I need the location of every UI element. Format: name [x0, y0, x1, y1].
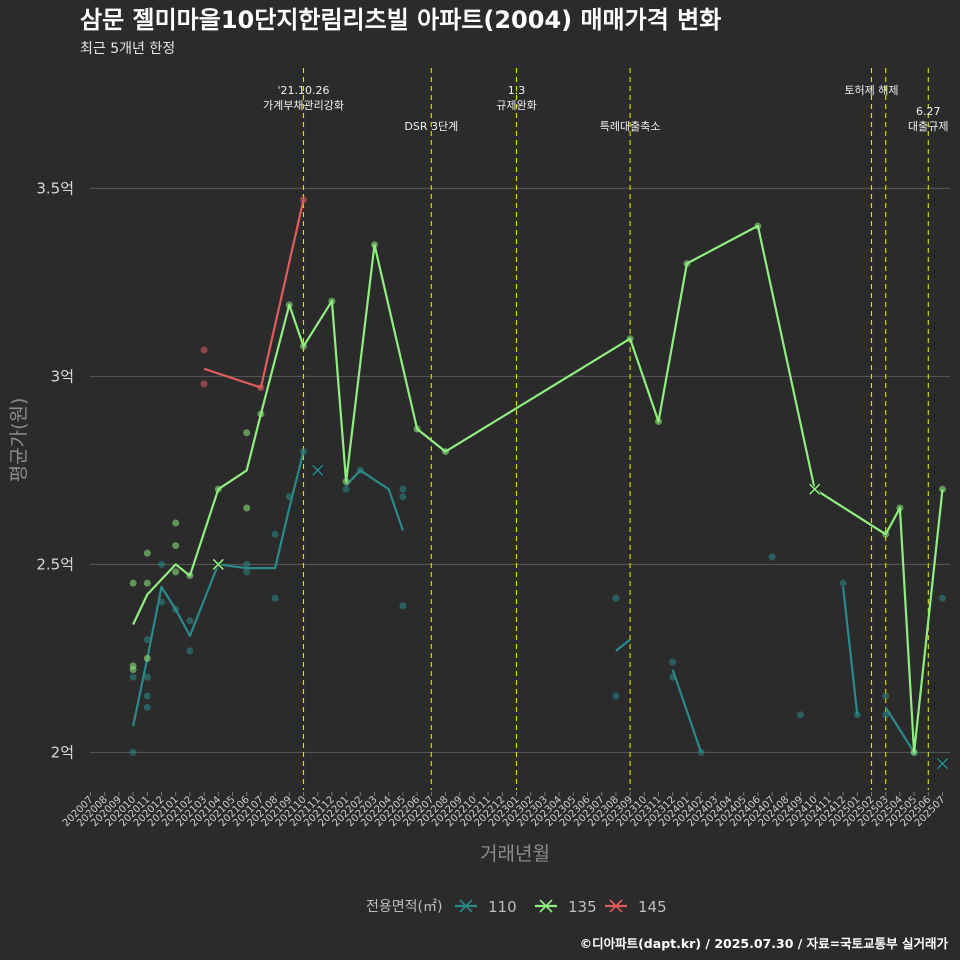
- data-point: [143, 636, 151, 644]
- legend-title: 전용면적(㎡): [366, 899, 442, 915]
- data-point: [342, 485, 350, 493]
- data-point: [129, 579, 137, 587]
- y-axis-title: 평균가(원): [8, 398, 30, 483]
- event-label: '21.10.26: [277, 84, 329, 97]
- series-line: [671, 669, 703, 753]
- data-point: [172, 542, 180, 550]
- chart-title: 삼문 젤미마을10단지한림리츠빌 아파트(2004) 매매가격 변화: [80, 6, 721, 34]
- y-tick-label: 3.5억: [36, 179, 74, 197]
- series-line: [203, 199, 305, 389]
- data-point: [939, 485, 946, 493]
- data-point: [200, 346, 208, 354]
- data-point: [186, 617, 194, 625]
- data-point: [271, 530, 279, 538]
- data-point: [143, 692, 151, 700]
- data-cross: [936, 758, 949, 770]
- series-145: [200, 196, 307, 392]
- data-point: [172, 568, 180, 576]
- y-gridlines: [90, 187, 950, 753]
- series-135: [129, 222, 946, 756]
- data-point: [243, 568, 251, 576]
- legend-label-110: 110: [488, 898, 517, 916]
- data-point: [129, 673, 137, 681]
- data-cross: [809, 483, 821, 495]
- y-tick-label: 2억: [51, 743, 74, 761]
- data-point: [172, 519, 180, 527]
- legend-label-135: 135: [568, 898, 597, 916]
- data-point: [399, 493, 407, 501]
- legend-key-cross: [459, 899, 473, 913]
- y-axis-ticks: 2억 2.5억 3억 3.5억: [36, 179, 74, 761]
- series-line: [132, 224, 944, 754]
- data-cross: [312, 464, 324, 476]
- event-label: 규제완화: [496, 99, 536, 112]
- data-point: [243, 429, 251, 437]
- data-point: [158, 560, 165, 568]
- data-point: [143, 549, 151, 557]
- data-point: [271, 594, 279, 602]
- data-point: [143, 579, 151, 587]
- event-label: 토허제 해제: [844, 83, 898, 97]
- series-line: [884, 706, 916, 753]
- data-point: [882, 711, 890, 719]
- data-point: [143, 673, 151, 681]
- y-tick-label: 2.5억: [36, 555, 74, 573]
- chart-subtitle: 최근 5개년 한정: [80, 41, 175, 57]
- data-point: [882, 692, 890, 700]
- series-layer: [129, 196, 949, 770]
- series-line: [345, 469, 404, 531]
- chart-caption: ©디아파트(dapt.kr) / 2025.07.30 / 자료=국토교통부 실…: [580, 936, 949, 951]
- data-point: [669, 658, 677, 666]
- legend-label-145: 145: [638, 898, 667, 916]
- data-point: [399, 485, 407, 493]
- y-tick-label: 3억: [51, 367, 74, 385]
- data-point: [129, 666, 137, 674]
- data-point: [200, 380, 208, 388]
- data-point: [129, 748, 137, 756]
- series-line: [842, 586, 859, 715]
- data-point: [399, 602, 407, 610]
- data-point: [768, 553, 776, 561]
- event-label: 가계부채관리강화: [263, 99, 344, 112]
- legend-key-cross: [539, 899, 553, 913]
- data-point: [612, 692, 620, 700]
- series-line: [615, 638, 631, 652]
- data-cross: [212, 558, 224, 570]
- data-point: [839, 579, 847, 587]
- data-point: [300, 448, 307, 456]
- data-point: [143, 703, 151, 711]
- data-point: [143, 654, 151, 662]
- data-point: [612, 594, 620, 602]
- legend-key-cross: [609, 899, 623, 913]
- data-point: [243, 504, 251, 512]
- event-label: 대출규제: [908, 120, 948, 133]
- event-label: 6.27: [916, 105, 941, 118]
- data-point: [939, 594, 946, 602]
- event-label: 특례대출축소: [600, 120, 661, 133]
- event-label: DSR 3단계: [404, 120, 458, 133]
- data-point: [243, 560, 251, 568]
- event-label: 1.3: [508, 84, 526, 97]
- data-point: [797, 711, 804, 719]
- x-axis-title: 거래년월: [480, 843, 550, 865]
- data-point: [186, 647, 194, 655]
- legend: 전용면적(㎡) 110 135 145: [366, 898, 667, 916]
